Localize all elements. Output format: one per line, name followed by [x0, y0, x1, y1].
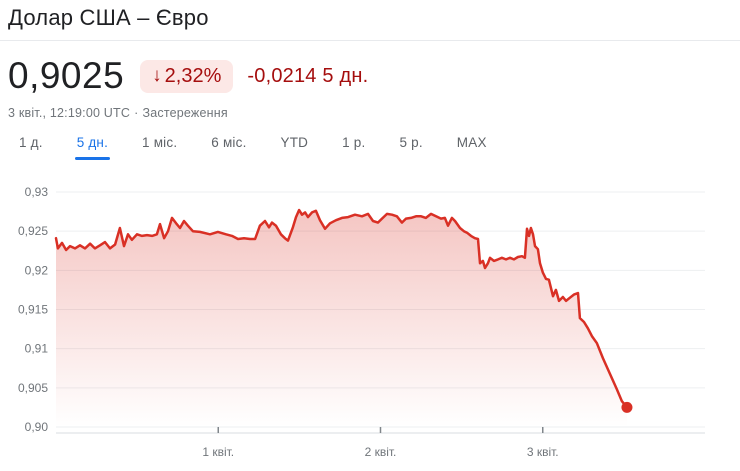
tab-5d[interactable]: 5 дн.	[60, 133, 125, 160]
tab-6mo[interactable]: 6 міс.	[194, 133, 263, 160]
header-divider	[0, 40, 740, 41]
quote-subline: 3 квіт., 12:19:00 UTC · Застереження	[8, 106, 228, 120]
arrow-down-icon: ↓	[152, 65, 162, 86]
change-period: 5 дн.	[322, 64, 369, 87]
tab-1mo[interactable]: 1 міс.	[125, 133, 194, 160]
tab-max[interactable]: MAX	[440, 133, 504, 160]
tab-5y[interactable]: 5 р.	[382, 133, 439, 160]
tab-1y[interactable]: 1 р.	[325, 133, 382, 160]
x-axis-tick-label: 2 квіт.	[365, 445, 397, 459]
time-range-tabs: 1 д. 5 дн. 1 міс. 6 міс. YTD 1 р. 5 р. MAX	[2, 133, 504, 160]
y-axis-labels: 0,93 0,925 0,92 0,915 0,91 0,905 0,90	[18, 185, 48, 434]
svg-text:0,91: 0,91	[25, 342, 49, 356]
x-axis: 1 квіт. 2 квіт. 3 квіт.	[56, 427, 705, 459]
page-title: Долар США – Євро	[8, 5, 209, 30]
svg-text:0,93: 0,93	[25, 185, 49, 199]
svg-text:0,905: 0,905	[18, 381, 48, 395]
svg-text:0,90: 0,90	[25, 420, 49, 434]
change-value: -0,0214	[247, 64, 317, 87]
svg-text:0,92: 0,92	[25, 263, 49, 277]
last-price-dot	[621, 401, 633, 413]
quote-timestamp: 3 квіт., 12:19:00 UTC	[8, 106, 131, 120]
change-percent: 2,32%	[164, 64, 222, 87]
dot-separator: ·	[134, 106, 139, 120]
area-fill	[56, 210, 627, 427]
tab-1d[interactable]: 1 д.	[2, 133, 60, 160]
x-axis-tick-label: 3 квіт.	[527, 445, 559, 459]
current-price: 0,9025	[8, 55, 125, 96]
price-line	[54, 208, 629, 409]
disclaimer-link[interactable]: Застереження	[142, 106, 228, 120]
price-chart[interactable]: 0,93 0,925 0,92 0,915 0,91 0,905 0,90 1 квіт. 2 …	[0, 168, 740, 471]
change-percent-badge: ↓ 2,32%	[140, 59, 234, 93]
svg-text:0,925: 0,925	[18, 224, 48, 238]
svg-text:0,915: 0,915	[18, 303, 48, 317]
quote-row: 0,9025 ↓ 2,32% -0,0214 5 дн.	[8, 54, 368, 98]
tab-ytd[interactable]: YTD	[264, 133, 326, 160]
change-amount: -0,0214 5 дн.	[247, 65, 368, 88]
x-axis-tick-label: 1 квіт.	[202, 445, 234, 459]
